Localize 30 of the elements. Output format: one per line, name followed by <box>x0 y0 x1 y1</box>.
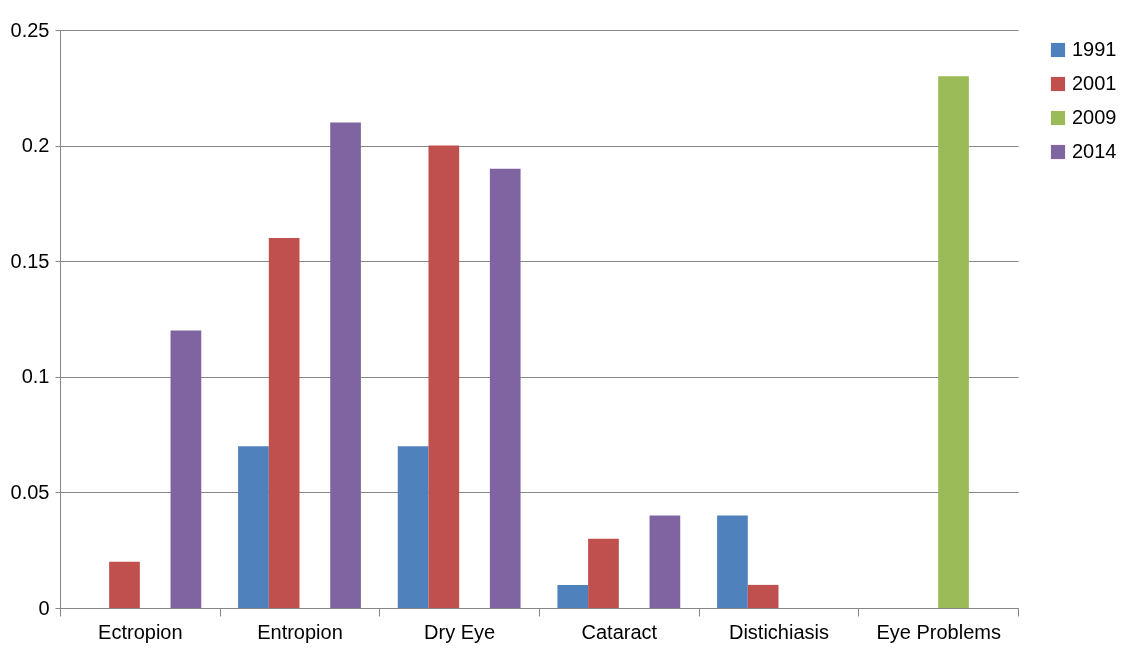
x-tick-label: Distichiasis <box>728 620 830 643</box>
bar <box>170 330 202 608</box>
bar <box>588 538 619 608</box>
bar <box>330 122 361 608</box>
legend-label: 2014 <box>1072 140 1117 162</box>
y-tick-label: 0.2 <box>21 134 50 157</box>
y-tick-label: 0.1 <box>21 365 50 388</box>
y-tick-label: 0.15 <box>10 249 50 272</box>
bar <box>268 238 300 608</box>
bar <box>747 584 779 608</box>
x-tick-label: Cataract <box>581 620 658 643</box>
bar <box>428 145 460 608</box>
legend-label: 2001 <box>1072 72 1117 94</box>
y-tick-label: 0.05 <box>10 480 50 503</box>
legend-label: 1991 <box>1072 38 1117 60</box>
bar <box>557 584 589 608</box>
bar <box>397 446 429 608</box>
x-tick-label: Dry Eye <box>424 620 496 643</box>
bar <box>649 515 681 608</box>
legend-label: 2009 <box>1072 106 1117 128</box>
y-tick-label: 0 <box>38 596 50 619</box>
x-tick-label: Entropion <box>257 620 343 643</box>
x-tick-label: Eye Problems <box>876 620 1001 643</box>
y-tick-label: 0.25 <box>10 18 50 41</box>
x-tick-label: Ectropion <box>98 620 183 643</box>
bar <box>938 76 969 608</box>
bar <box>717 515 748 608</box>
bar <box>489 168 521 608</box>
bar <box>109 561 140 608</box>
bar <box>238 446 269 608</box>
